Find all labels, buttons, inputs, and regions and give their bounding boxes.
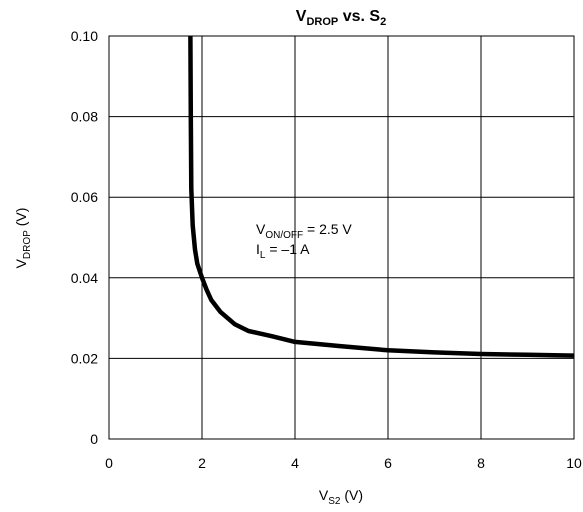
plot-frame [108, 35, 575, 440]
x-axis-label: VS2 (V) [319, 487, 363, 507]
y-tick-label: 0.08 [71, 109, 98, 125]
y-tick-label: 0.10 [71, 28, 98, 44]
x-tick-label: 6 [384, 455, 392, 471]
gridlines [109, 36, 574, 439]
chart-title: VDROP vs. S2 [296, 8, 386, 28]
y-axis-label: VDROP (V) [13, 208, 33, 269]
y-tick-label: 0.02 [71, 350, 98, 366]
x-tick-label: 4 [291, 455, 299, 471]
x-tick-label: 10 [566, 455, 582, 471]
series-layer [188, 35, 575, 358]
x-tick-label: 2 [198, 455, 206, 471]
y-tick-label: 0.04 [71, 270, 98, 286]
tick-labels: 0 2 4 6 8 10 0 0.02 0.04 0.06 0.08 0.10 [71, 28, 582, 471]
y-tick-label: 0.06 [71, 189, 98, 205]
x-tick-label: 0 [105, 455, 113, 471]
annotation-von: VON/OFF = 2.5 V [256, 221, 352, 241]
x-tick-label: 8 [477, 455, 485, 471]
series-line [188, 35, 575, 358]
annotation-il: IL = –1 A [256, 241, 310, 261]
y-tick-label: 0 [90, 431, 98, 447]
